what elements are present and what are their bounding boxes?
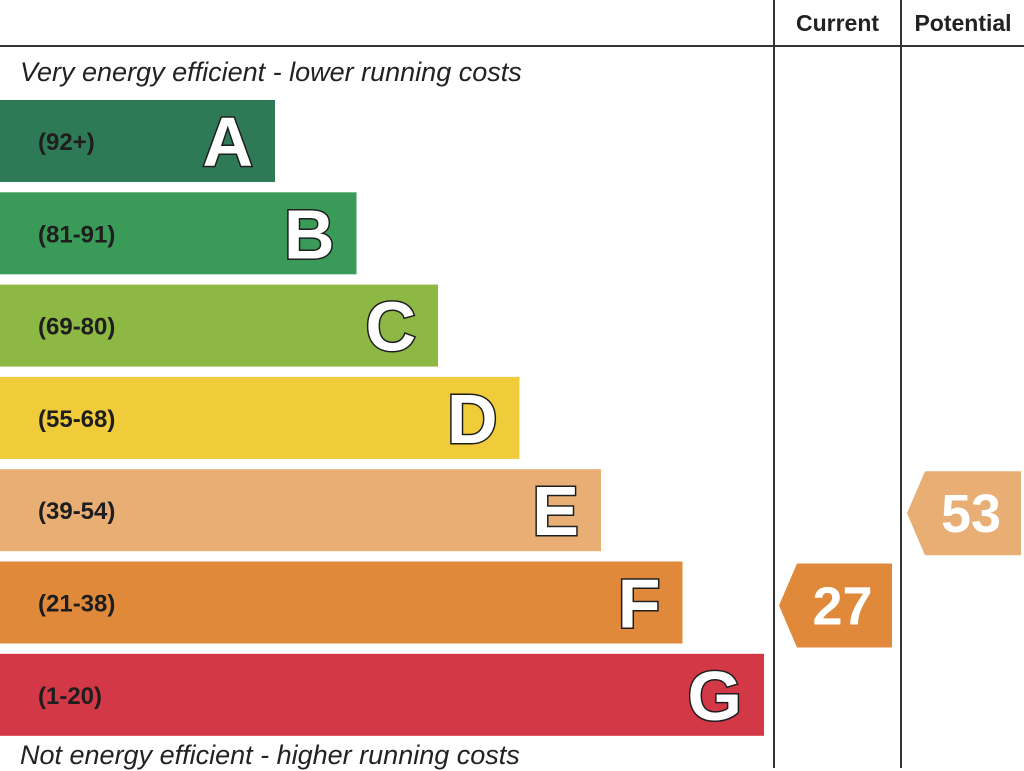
band-f-letter: F xyxy=(618,565,661,643)
current-rating-value: 27 xyxy=(812,577,872,637)
band-d-bar xyxy=(0,376,520,459)
band-b-range: (81-91) xyxy=(38,221,115,248)
band-d-letter: D xyxy=(447,380,498,458)
band-g-range: (1-20) xyxy=(38,683,102,710)
band-a-bar xyxy=(0,100,275,182)
band-c-range: (69-80) xyxy=(38,314,115,341)
potential-rating-value: 53 xyxy=(941,484,1001,544)
current-rating-arrow xyxy=(779,563,892,648)
potential-rating-arrow xyxy=(907,471,1021,556)
band-c-bar xyxy=(0,284,438,367)
band-g-letter: G xyxy=(688,657,742,735)
band-c-letter: C xyxy=(365,288,416,366)
band-b-bar xyxy=(0,192,357,275)
band-b-letter: B xyxy=(284,195,335,273)
band-d-range: (55-68) xyxy=(38,406,115,433)
band-e-bar xyxy=(0,469,601,552)
band-e-letter: E xyxy=(532,472,579,550)
band-f-bar xyxy=(0,561,683,644)
bottom-caption: Not energy efficient - higher running co… xyxy=(20,740,520,770)
band-a-range: (92+) xyxy=(38,129,95,156)
current-column-header: Current xyxy=(795,10,880,36)
band-e-range: (39-54) xyxy=(38,498,115,525)
top-caption: Very energy efficient - lower running co… xyxy=(20,57,522,87)
band-f-range: (21-38) xyxy=(38,591,115,618)
band-a-letter: A xyxy=(202,103,253,181)
potential-column-header: Potential xyxy=(914,10,1012,36)
band-g-bar xyxy=(0,653,764,736)
